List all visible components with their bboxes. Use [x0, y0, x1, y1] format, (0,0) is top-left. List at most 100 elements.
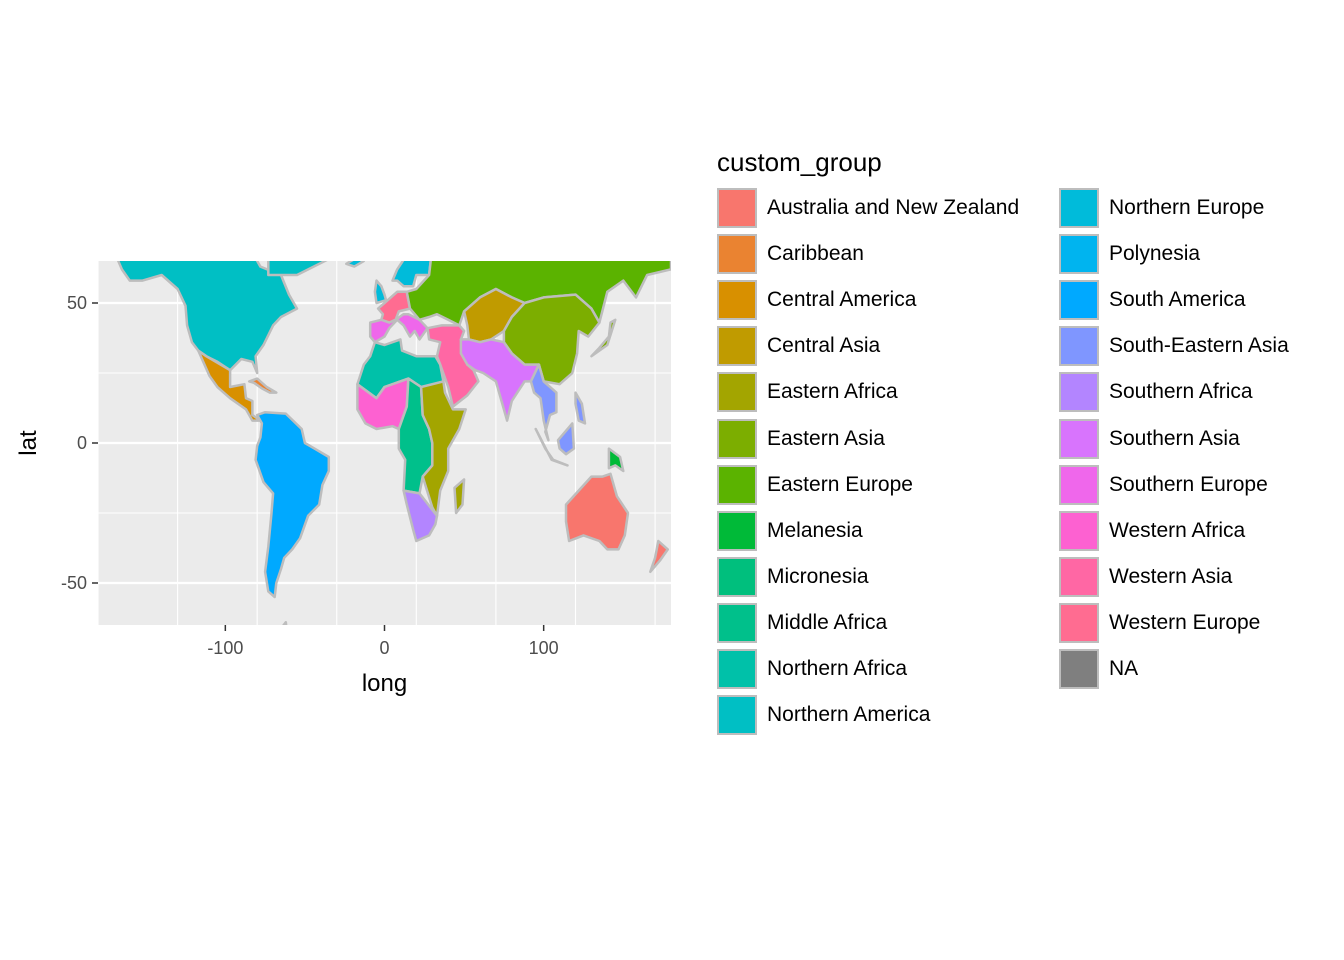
legend-label: Southern Africa	[1109, 380, 1253, 404]
legend-label: Micronesia	[767, 564, 869, 588]
region-south-eastern-asia	[574, 391, 587, 425]
legend-label: Australia and New Zealand	[767, 196, 1020, 220]
region-northern-america	[267, 261, 328, 277]
legend-label: South-Eastern Asia	[1109, 334, 1289, 358]
legend-key-swatch	[717, 326, 757, 367]
y-tick-label: 0	[77, 433, 87, 453]
legend-label: Western Europe	[1109, 610, 1261, 634]
legend-columns: Australia and New Zealand Caribbean Centra…	[717, 185, 1344, 738]
legend-item: Southern Europe	[1059, 462, 1344, 508]
legend-key-swatch	[717, 648, 757, 689]
region-australia-and-new-zealand	[564, 472, 630, 551]
region-eastern-asia	[590, 318, 617, 358]
region-na	[282, 620, 288, 625]
legend-column: Northern Europe Polynesia South America Sou…	[1059, 185, 1344, 738]
legend-key-swatch	[1059, 372, 1099, 413]
legend-item: Eastern Asia	[717, 415, 1059, 461]
legend-key-swatch	[1059, 648, 1099, 689]
legend-item: NA	[1059, 646, 1344, 692]
y-tick-label: 50	[67, 293, 87, 313]
legend-title: custom_group	[717, 147, 882, 177]
legend-key-swatch	[717, 556, 757, 597]
legend-key-swatch	[1059, 602, 1099, 643]
region-south-eastern-asia	[556, 422, 576, 456]
legend-item: Eastern Africa	[717, 369, 1059, 415]
legend-key-swatch	[717, 188, 757, 229]
region-northern-europe	[345, 261, 366, 268]
x-tick-label: -100	[207, 638, 243, 658]
legend-key-swatch	[1059, 510, 1099, 551]
legend-key-swatch	[1059, 326, 1099, 367]
legend-key-swatch	[1059, 418, 1099, 459]
legend-item: Northern Europe	[1059, 185, 1344, 231]
axes: -100 0 100 50 0 -50	[61, 293, 559, 658]
legend-item: Western Europe	[1059, 600, 1344, 646]
region-central-america	[197, 349, 262, 422]
legend-item: Northern America	[717, 692, 1059, 738]
legend-label: Eastern Europe	[767, 472, 913, 496]
legend-key-swatch	[1059, 556, 1099, 597]
legend-item: Eastern Europe	[717, 462, 1059, 508]
region-southern-asia	[459, 338, 541, 422]
legend-key-swatch	[717, 234, 757, 275]
legend-label: Eastern Asia	[767, 426, 885, 450]
legend-key-swatch	[1059, 234, 1099, 275]
legend-key-swatch	[717, 510, 757, 551]
legend: custom_group Australia and New Zealand Ca…	[717, 145, 1344, 738]
legend-item: Western Asia	[1059, 554, 1344, 600]
legend-key-swatch	[717, 602, 757, 643]
region-eastern-africa	[419, 380, 467, 518]
legend-item: Central Asia	[717, 323, 1059, 369]
y-tick-label: -50	[61, 573, 87, 593]
legend-item: Southern Asia	[1059, 415, 1344, 461]
legend-item: Western Africa	[1059, 508, 1344, 554]
legend-key-swatch	[717, 372, 757, 413]
legend-label: Northern America	[767, 703, 931, 727]
legend-key-swatch	[717, 280, 757, 321]
legend-item: Northern Africa	[717, 646, 1059, 692]
legend-item: Caribbean	[717, 231, 1059, 277]
legend-key-swatch	[1059, 188, 1099, 229]
region-south-eastern-asia	[534, 427, 569, 467]
region-caribbean	[247, 377, 278, 394]
legend-item: South-Eastern Asia	[1059, 323, 1344, 369]
legend-item: Central America	[717, 277, 1059, 323]
legend-label: NA	[1109, 656, 1139, 680]
x-tick-label: 100	[529, 638, 559, 658]
legend-item: Southern Africa	[1059, 369, 1344, 415]
legend-item: Micronesia	[717, 554, 1059, 600]
region-melanesia	[607, 447, 625, 473]
legend-label: Northern Europe	[1109, 196, 1265, 220]
region-western-asia	[426, 324, 480, 408]
region-eastern-europe	[405, 261, 671, 327]
map-plot: -100 0 100 50 0 -50 long lat	[15, 261, 671, 697]
region-northern-america	[116, 261, 299, 375]
map-regions	[116, 261, 671, 625]
legend-label: Southern Europe	[1109, 472, 1268, 496]
legend-label: Middle Africa	[767, 610, 888, 634]
region-southern-europe	[368, 312, 429, 344]
legend-label: Western Africa	[1109, 518, 1246, 542]
legend-item: Melanesia	[717, 508, 1059, 554]
legend-key-swatch	[717, 464, 757, 505]
legend-item: South America	[1059, 277, 1344, 323]
legend-item: Middle Africa	[717, 600, 1059, 646]
legend-label: Caribbean	[767, 242, 864, 266]
region-australia-and-new-zealand	[649, 539, 670, 574]
legend-label: South America	[1109, 288, 1246, 312]
legend-column: Australia and New Zealand Caribbean Centra…	[717, 185, 1059, 738]
legend-key-swatch	[1059, 280, 1099, 321]
region-south-eastern-asia	[529, 363, 558, 442]
x-tick-label: 0	[379, 638, 389, 658]
region-eastern-africa	[453, 478, 466, 515]
region-south-america	[254, 410, 331, 599]
legend-label: Central Asia	[767, 334, 881, 358]
region-southern-africa	[402, 489, 439, 543]
legend-key-swatch	[1059, 464, 1099, 505]
legend-label: Melanesia	[767, 518, 863, 542]
legend-label: Polynesia	[1109, 242, 1201, 266]
legend-label: Central America	[767, 288, 917, 312]
y-axis-title: lat	[15, 430, 42, 456]
legend-key-swatch	[717, 418, 757, 459]
legend-label: Northern Africa	[767, 656, 908, 680]
